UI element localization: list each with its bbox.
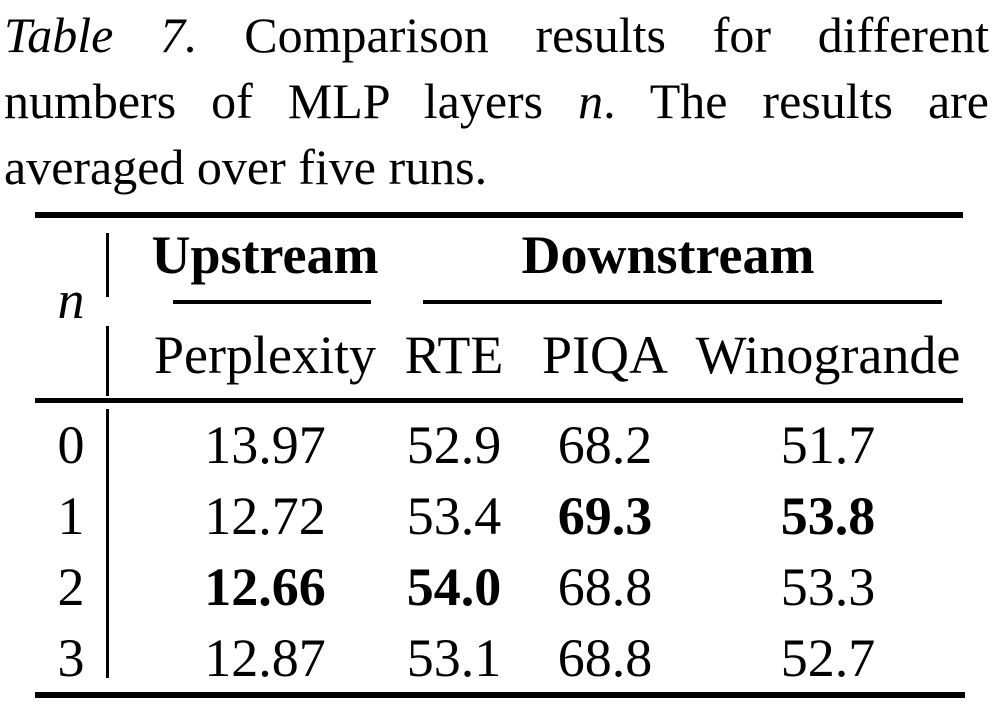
downstream-cmidrule — [423, 300, 942, 304]
caption-line-1: Table 7. Comparison results for differen… — [4, 2, 989, 68]
n-column-divider-body — [106, 409, 109, 678]
caption-table-number: Table 7. — [4, 7, 198, 63]
column-header-winogrande: Winogrande — [695, 325, 961, 385]
caption-line-2-pre: numbers of MLP layers — [4, 73, 544, 129]
cell-piqa-row3: 68.8 — [557, 628, 653, 688]
upstream-cmidrule — [173, 300, 371, 304]
caption-math-variable-n: n — [578, 73, 604, 129]
cell-perplexity-row1: 12.72 — [204, 486, 326, 546]
cell-piqa-row0: 68.2 — [557, 415, 653, 475]
group-header-downstream: Downstream — [521, 225, 815, 285]
cell-winogrande-row0: 51.7 — [780, 415, 876, 475]
table-bottom-rule — [35, 692, 965, 698]
cell-n-row3: 3 — [57, 628, 85, 688]
cell-winogrande-row2: 53.3 — [780, 557, 876, 617]
cell-rte-row2: 54.0 — [406, 557, 502, 617]
n-column-divider-top — [106, 233, 109, 297]
cell-n-row1: 1 — [57, 486, 85, 546]
caption-line-2-rest: . The results are — [603, 73, 989, 129]
cell-n-row2: 2 — [57, 557, 85, 617]
cell-rte-row1: 53.4 — [406, 486, 502, 546]
cell-perplexity-row0: 13.97 — [204, 415, 326, 475]
table-top-rule — [35, 212, 963, 218]
row-header-n: n — [57, 270, 85, 330]
cell-n-row0: 0 — [57, 415, 85, 475]
cell-perplexity-row2: 12.66 — [204, 557, 326, 617]
cell-winogrande-row1: 53.8 — [780, 486, 876, 546]
table-mid-rule — [35, 398, 963, 403]
n-column-divider-header — [106, 326, 109, 396]
cell-perplexity-row3: 12.87 — [204, 628, 326, 688]
group-header-upstream: Upstream — [151, 225, 379, 285]
column-header-perplexity: Perplexity — [154, 325, 376, 385]
cell-rte-row0: 52.9 — [406, 415, 502, 475]
column-header-rte: RTE — [404, 325, 504, 385]
caption-line-2: numbers of MLP layers n. The results are — [4, 68, 989, 134]
cell-winogrande-row3: 52.7 — [780, 628, 876, 688]
column-header-piqa: PIQA — [541, 325, 668, 385]
cell-rte-row3: 53.1 — [406, 628, 502, 688]
cell-piqa-row2: 68.8 — [557, 557, 653, 617]
cell-piqa-row1: 69.3 — [557, 486, 653, 546]
caption-line-3: averaged over five runs. — [4, 139, 488, 195]
table-caption: Table 7. Comparison results for differen… — [4, 2, 989, 200]
caption-line-1-text: Comparison results for different — [244, 7, 990, 63]
